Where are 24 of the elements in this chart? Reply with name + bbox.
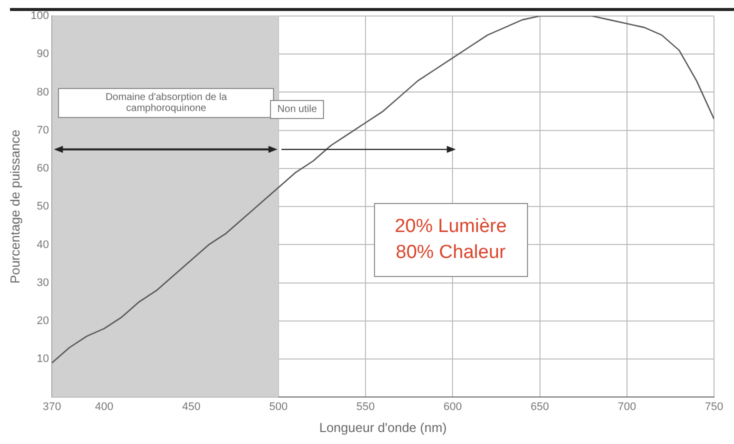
y-tick-label: 10 xyxy=(36,353,49,366)
x-tick-label: 650 xyxy=(530,400,549,413)
y-tick-label: 50 xyxy=(36,200,49,213)
callout-box: Domaine d'absorption de la camphoroquinone xyxy=(58,88,274,118)
x-tick-label: 370 xyxy=(42,400,62,413)
y-tick-label: 70 xyxy=(36,124,49,136)
y-tick-label: 60 xyxy=(36,162,49,175)
x-axis-title: Longueur d'onde (nm) xyxy=(319,420,447,435)
x-tick-label: 700 xyxy=(618,400,636,413)
y-tick-label: 30 xyxy=(36,276,49,289)
x-tick-label: 400 xyxy=(95,400,114,413)
x-tick-label: 450 xyxy=(182,400,201,413)
x-tick-label: 750 xyxy=(704,400,724,413)
callout-box: 20% Lumière 80% Chaleur xyxy=(374,202,528,277)
y-axis-title: Pourcentage de puissance xyxy=(7,130,22,284)
y-tick-label: 100 xyxy=(30,10,49,22)
y-tick-label: 80 xyxy=(36,86,49,98)
callout-box: Non utile xyxy=(270,100,324,119)
y-tick-label: 20 xyxy=(36,314,49,327)
x-tick-label: 500 xyxy=(269,400,288,413)
x-tick-label: 550 xyxy=(356,400,375,413)
y-tick-label: 40 xyxy=(36,238,49,251)
y-tick-label: 90 xyxy=(36,48,49,60)
x-tick-label: 600 xyxy=(443,400,462,413)
